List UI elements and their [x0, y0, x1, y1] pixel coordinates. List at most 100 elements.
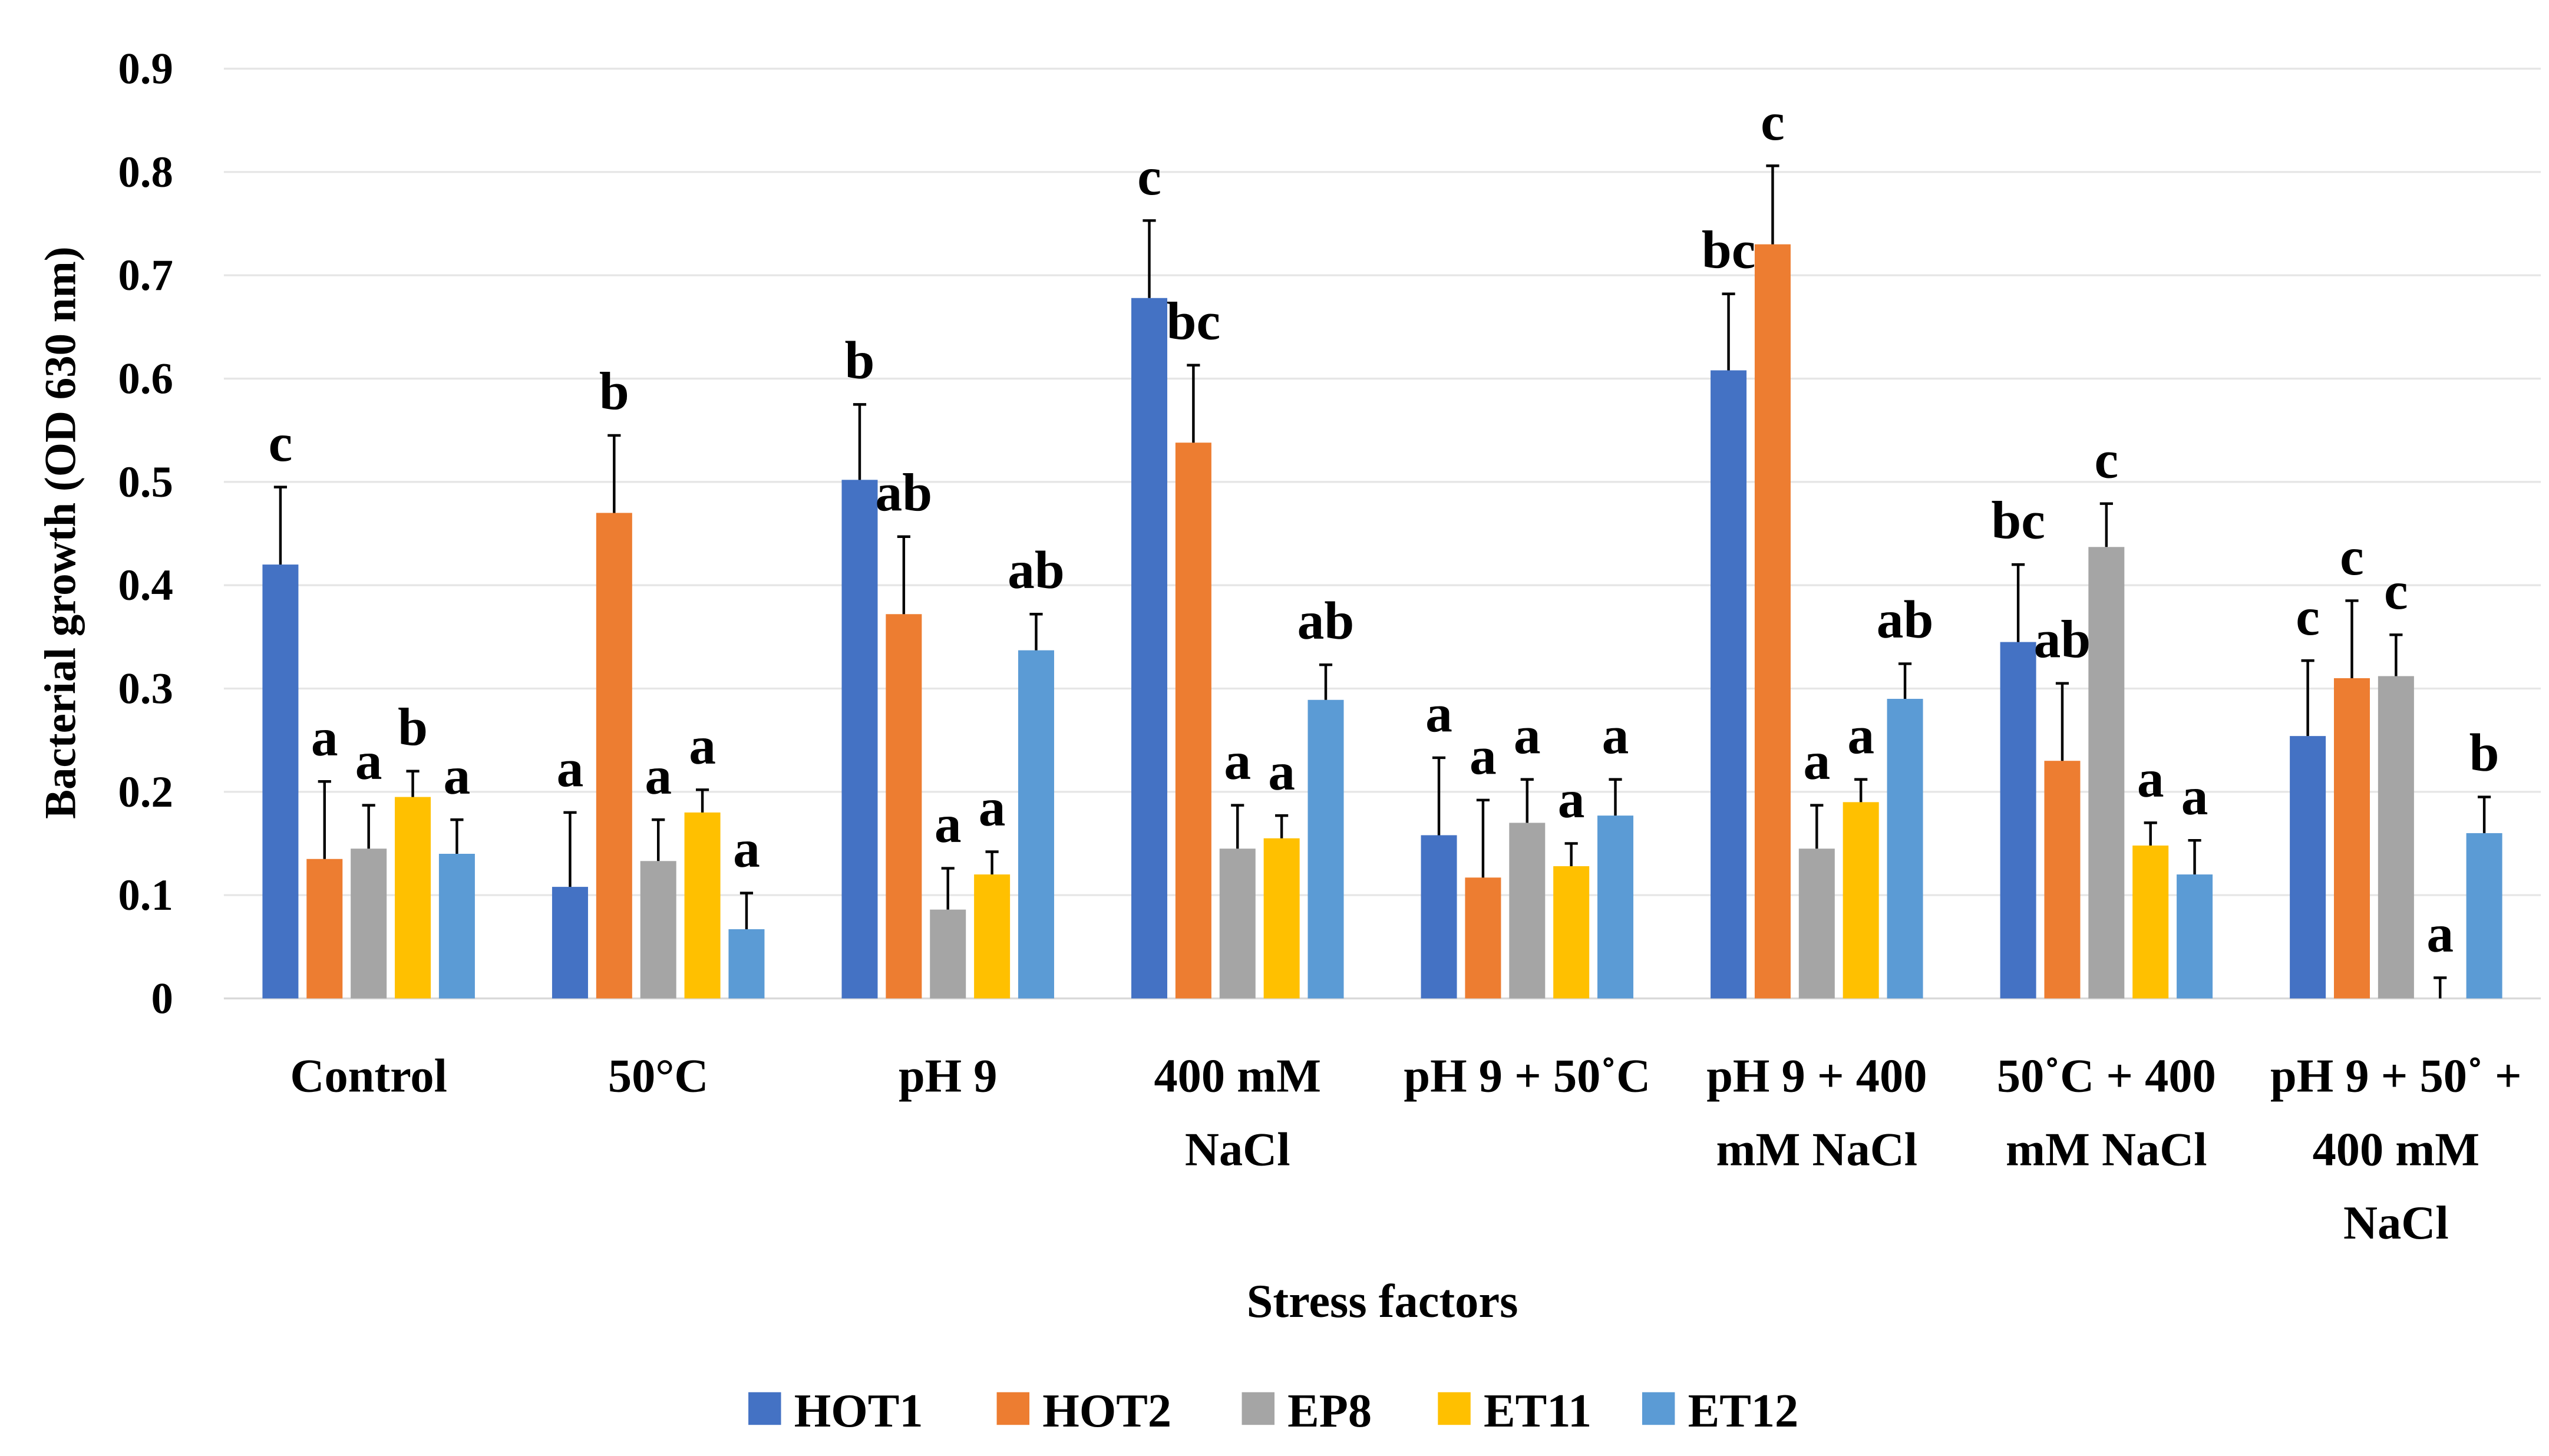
bar-hot1 — [1421, 835, 1457, 999]
legend-label: EP8 — [1287, 1385, 1372, 1437]
x-axis-label: Stress factors — [1247, 1275, 1518, 1328]
x-tick-label: 50˚C + 400 — [1997, 1050, 2216, 1102]
bar-ep8 — [1798, 848, 1835, 999]
x-tick-label: pH 9 + 400 — [1706, 1050, 1927, 1102]
significance-letter: a — [733, 818, 760, 879]
significance-letter: a — [645, 745, 672, 805]
x-tick-label: pH 9 + 50˚ + — [2270, 1050, 2522, 1102]
bar-hot2 — [886, 614, 922, 999]
bar-hot2 — [2044, 761, 2081, 999]
bar-hot2 — [596, 513, 632, 999]
bar-hot1 — [262, 564, 299, 999]
significance-letter: b — [2469, 722, 2500, 783]
bar-et11 — [684, 812, 721, 999]
significance-letter: a — [311, 707, 338, 767]
bar-hot2 — [1175, 443, 1211, 999]
significance-letter: a — [1803, 731, 1830, 791]
y-tick-label: 0 — [151, 974, 173, 1023]
legend-label: ET11 — [1484, 1385, 1592, 1437]
significance-letter: bc — [1991, 490, 2045, 550]
significance-letter: b — [398, 696, 428, 757]
bar-ep8 — [640, 861, 676, 999]
significance-letter: a — [1470, 725, 1497, 785]
x-tick-label: 400 mM — [1154, 1050, 1321, 1102]
legend-swatch-hot2 — [996, 1392, 1030, 1425]
x-tick-labels: Control 50°C pH 9 400 mM NaCl pH 9 + 50˚C pH 9… — [290, 1050, 2521, 1250]
bar-ep8 — [1219, 848, 1256, 999]
y-tick-labels: 0 0.1 0.2 0.3 0.4 0.5 0.6 0.7 0.8 0.9 — [118, 45, 173, 1024]
legend-swatch-et12 — [1642, 1392, 1675, 1425]
legend-label: ET12 — [1688, 1385, 1799, 1437]
bar-et12 — [2177, 874, 2213, 999]
significance-letter: a — [1224, 731, 1251, 791]
y-tick-label: 0.5 — [118, 458, 173, 507]
significance-letter: a — [1268, 741, 1295, 801]
bar-hot1 — [841, 480, 878, 999]
significance-letter: ab — [1008, 540, 1065, 600]
bar-et11 — [974, 874, 1011, 999]
bar-ep8 — [930, 909, 966, 999]
grid-lines — [223, 67, 2541, 1000]
bar-et12 — [1018, 650, 1054, 999]
x-tick-label: mM NaCl — [1716, 1123, 1917, 1176]
significance-letter: a — [1425, 684, 1452, 744]
bar-hot2 — [1754, 244, 1791, 999]
legend-swatch-ep8 — [1242, 1392, 1274, 1425]
bar-hot1 — [2000, 642, 2036, 999]
bar-et12 — [2466, 833, 2502, 999]
significance-letter: a — [1602, 705, 1629, 765]
bar-hot1 — [1131, 298, 1168, 999]
bar-et12 — [1307, 699, 1344, 999]
significance-letter: ab — [876, 462, 933, 522]
significance-letter: c — [1137, 146, 1161, 206]
significance-letter: c — [269, 412, 293, 473]
y-tick-label: 0.3 — [118, 664, 173, 713]
significance-letter: a — [557, 738, 584, 798]
significance-letter: a — [2137, 748, 2164, 808]
bar-et12 — [1887, 699, 1923, 999]
significance-letter: bc — [1702, 219, 1756, 279]
x-tick-label: Control — [290, 1050, 447, 1102]
x-tick-label: NaCl — [1185, 1123, 1290, 1176]
y-tick-label: 0.9 — [118, 45, 173, 94]
bar-hot2 — [306, 859, 343, 999]
significance-letter: a — [1514, 705, 1541, 765]
legend-swatch-et11 — [1438, 1392, 1471, 1425]
significance-letter: c — [1761, 91, 1785, 151]
bar-et12 — [1597, 816, 1634, 999]
y-tick-label: 0.4 — [118, 561, 173, 610]
x-tick-label: pH 9 + 50˚C — [1404, 1050, 1650, 1102]
y-tick-label: 0.1 — [118, 871, 173, 920]
significance-letter: c — [2340, 526, 2364, 586]
bar-et12 — [728, 929, 765, 999]
bar-hot1 — [1711, 370, 1747, 999]
bar-hot2 — [1465, 877, 1501, 999]
bar-ep8 — [351, 848, 387, 999]
bar-et11 — [395, 797, 431, 999]
significance-letter: ab — [2034, 609, 2091, 669]
significance-letter: b — [599, 361, 629, 421]
x-tick-label: 400 mM — [2313, 1123, 2480, 1176]
significance-letter: c — [2095, 429, 2119, 489]
significance-letter: a — [979, 777, 1006, 837]
bar-ep8 — [2378, 676, 2414, 999]
significance-letter: c — [2296, 586, 2320, 646]
bar-ep8 — [2088, 547, 2125, 999]
bar-hot1 — [2290, 736, 2326, 999]
significance-letter: ab — [1877, 589, 1934, 649]
significance-letter: a — [2181, 766, 2208, 826]
bar-ep8 — [1509, 823, 1546, 999]
significance-letter: a — [1558, 769, 1585, 829]
significance-letter: ab — [1297, 590, 1355, 651]
significance-letter: a — [935, 794, 962, 854]
bar-et12 — [438, 853, 475, 999]
bar-et11 — [1263, 838, 1300, 999]
y-tick-label: 0.8 — [118, 148, 173, 197]
x-tick-label: mM NaCl — [2006, 1123, 2207, 1176]
legend-label: HOT1 — [794, 1385, 923, 1437]
y-axis-label: Bacterial growth (OD 630 nm) — [37, 246, 85, 819]
bar-hot1 — [552, 887, 588, 999]
significance-letter: b — [845, 330, 875, 390]
